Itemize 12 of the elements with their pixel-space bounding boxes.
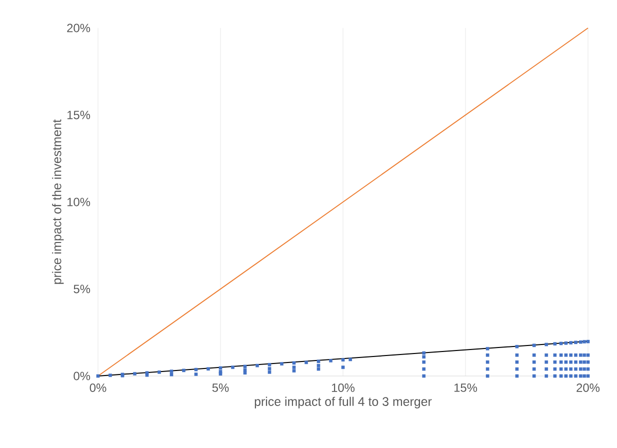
x-tick-label: 5% — [212, 384, 229, 392]
x-tick-label: 15% — [454, 384, 478, 392]
x-axis-title: price impact of full 4 to 3 merger — [254, 396, 432, 408]
y-tick-label: 15% — [67, 110, 90, 120]
x-tick-label: 0% — [90, 384, 106, 392]
x-tick-label: 10% — [332, 384, 355, 392]
y-tick-label: 5% — [74, 284, 90, 294]
y-tick-label: 0% — [74, 372, 90, 380]
y-tick-label: 10% — [67, 198, 90, 206]
y-axis-title: price impact of the investment — [52, 119, 64, 284]
y-tick-label: 20% — [67, 24, 90, 32]
x-tick-label: 20% — [576, 384, 600, 392]
